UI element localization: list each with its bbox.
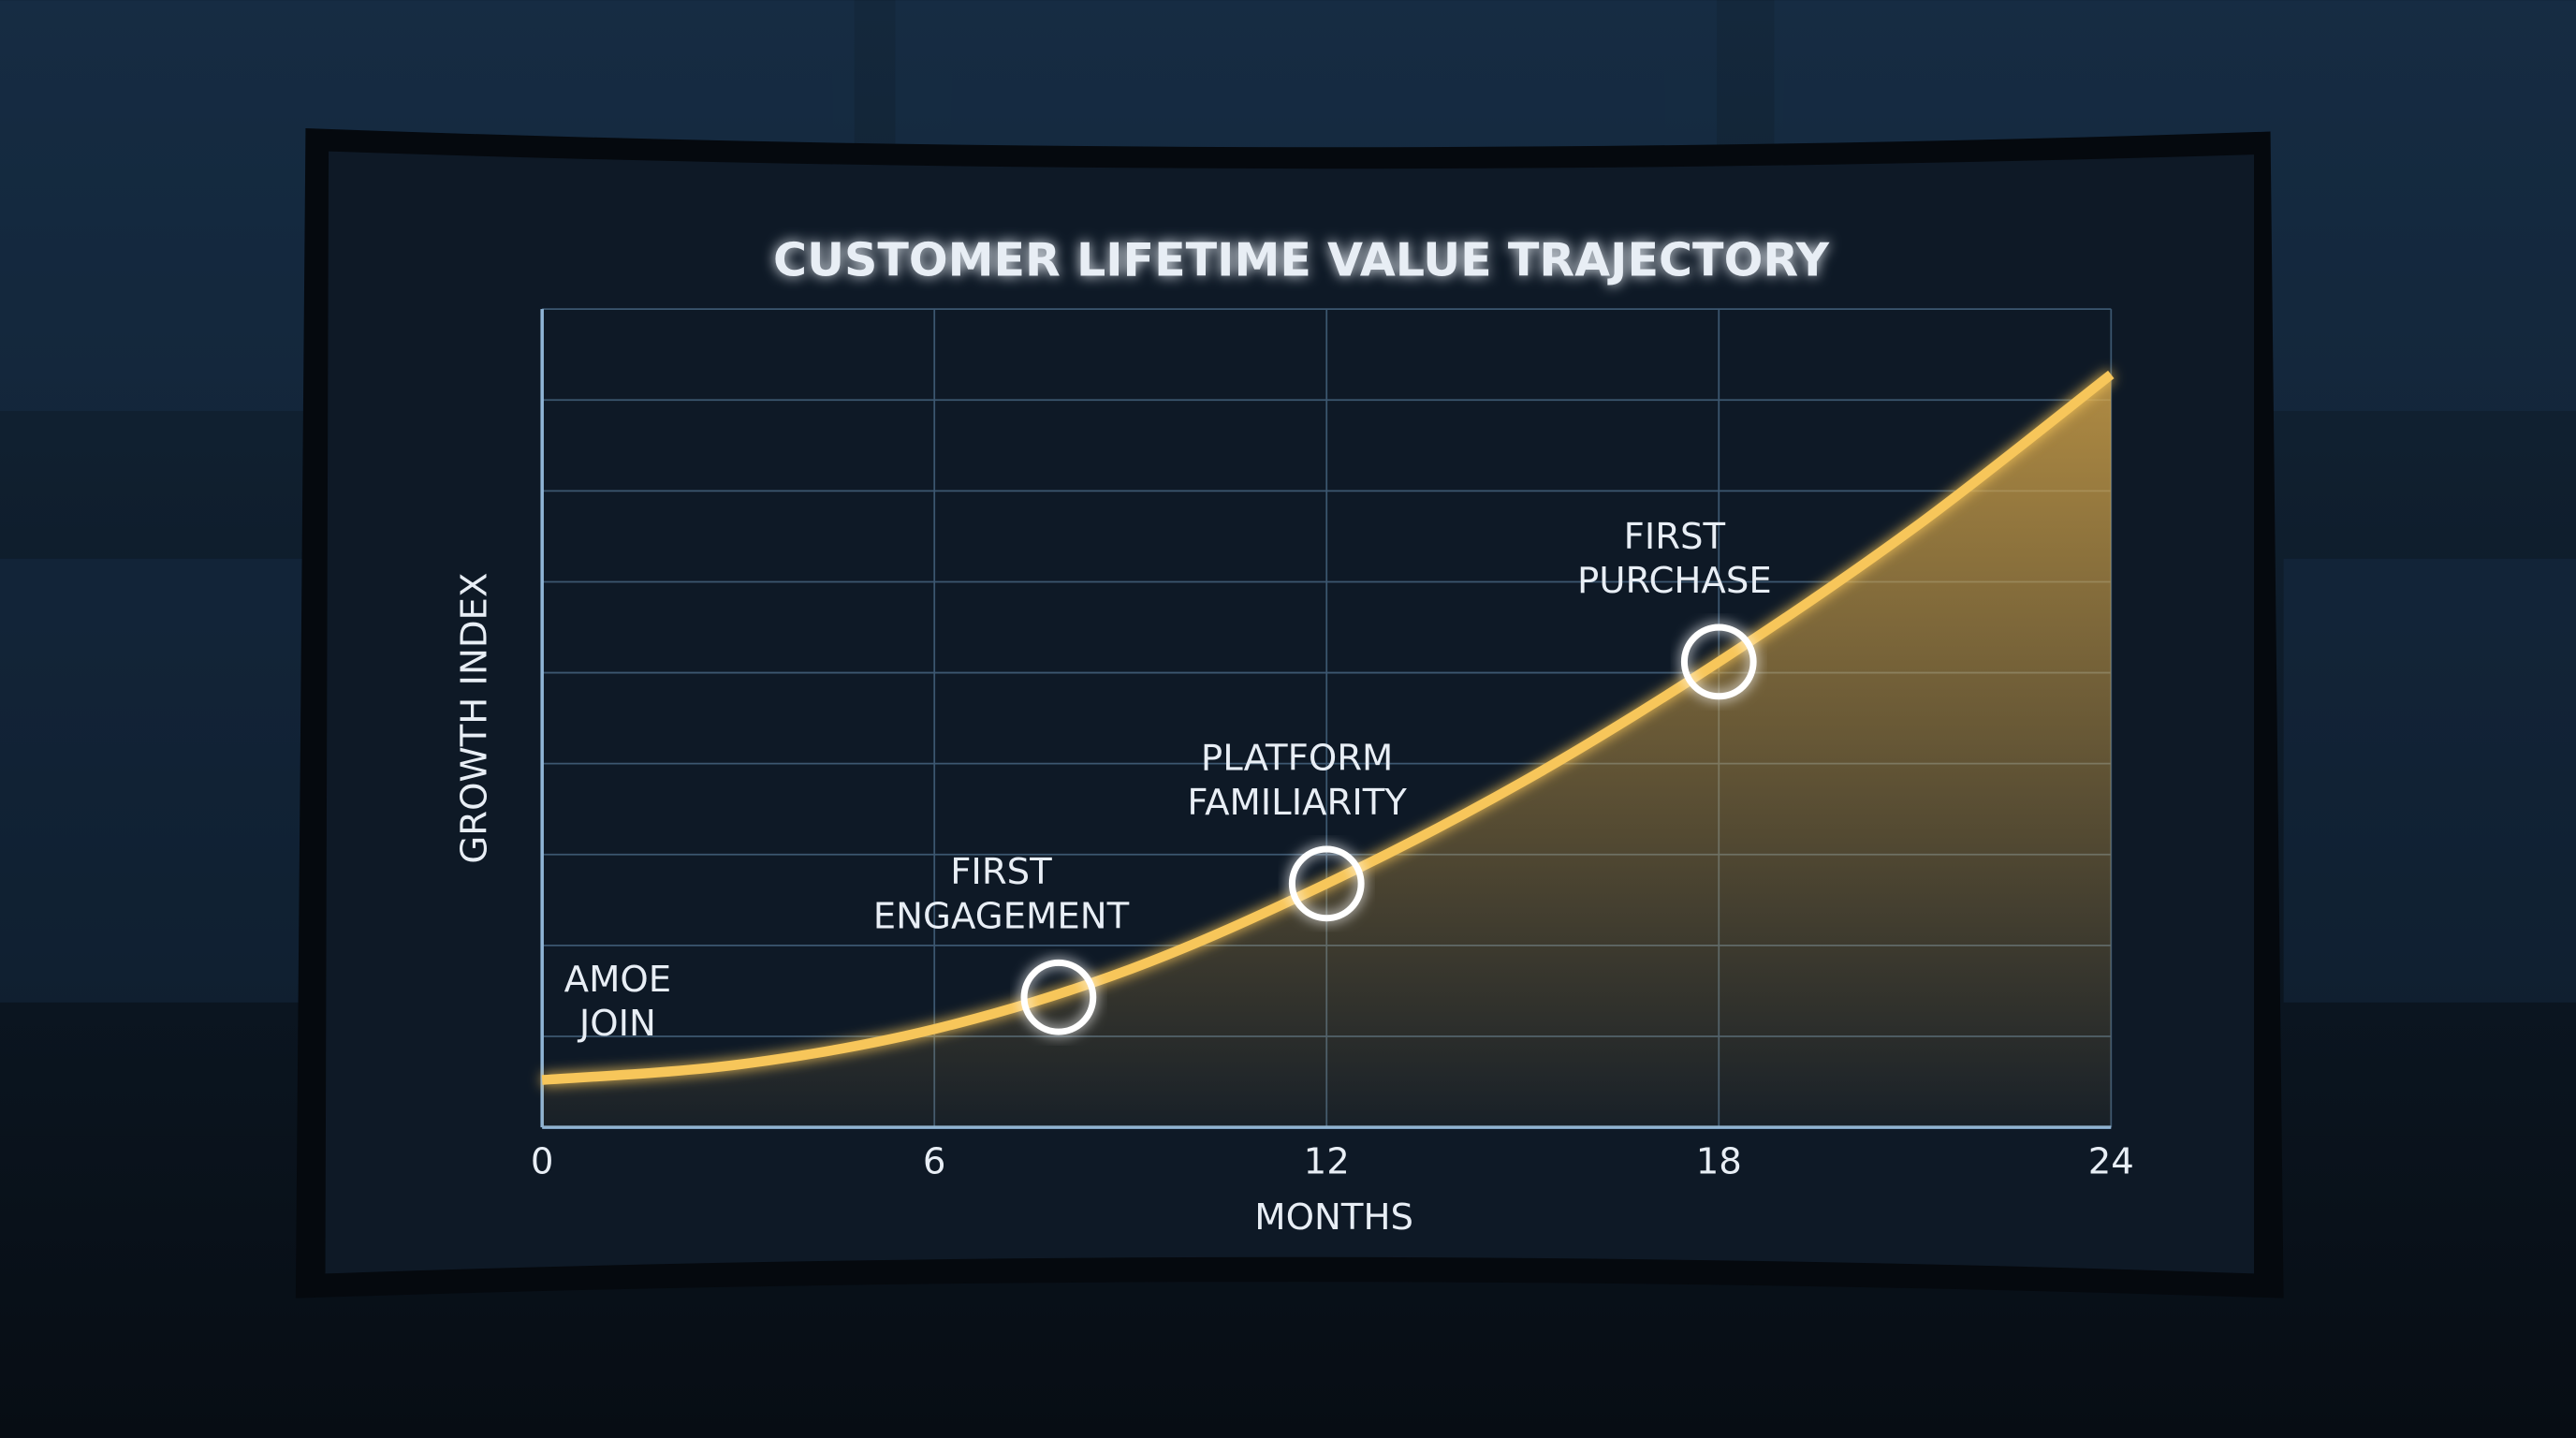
- x-tick-label: 0: [531, 1140, 554, 1182]
- annotation-label: JOIN: [578, 1003, 656, 1045]
- area-fill: [542, 374, 2112, 1128]
- x-tick-label: 6: [923, 1140, 946, 1182]
- annotation-label: PLATFORM: [1201, 738, 1393, 780]
- annotation-label: AMOE: [564, 959, 672, 1001]
- line: [541, 370, 2115, 1085]
- milestone-marker: [1680, 624, 1757, 700]
- milestone-marker: [1288, 845, 1365, 922]
- milestone-marker: [1020, 959, 1097, 1035]
- annotation-label: PURCHASE: [1577, 560, 1772, 602]
- x-tick-label: 18: [1696, 1140, 1742, 1182]
- annotation-label: FAMILIARITY: [1187, 782, 1407, 824]
- x-axis-label: MONTHS: [1254, 1196, 1413, 1239]
- x-tick-label: 12: [1304, 1140, 1350, 1182]
- annotation-label: ENGAGEMENT: [873, 896, 1130, 938]
- annotation-label: FIRST: [950, 851, 1052, 893]
- y-axis-label: GROWTH INDEX: [453, 573, 495, 864]
- annotation-label: FIRST: [1624, 516, 1726, 558]
- chart-title: CUSTOMER LIFETIME VALUE TRAJECTORY: [773, 232, 1830, 286]
- x-tick-label: 24: [2088, 1140, 2134, 1182]
